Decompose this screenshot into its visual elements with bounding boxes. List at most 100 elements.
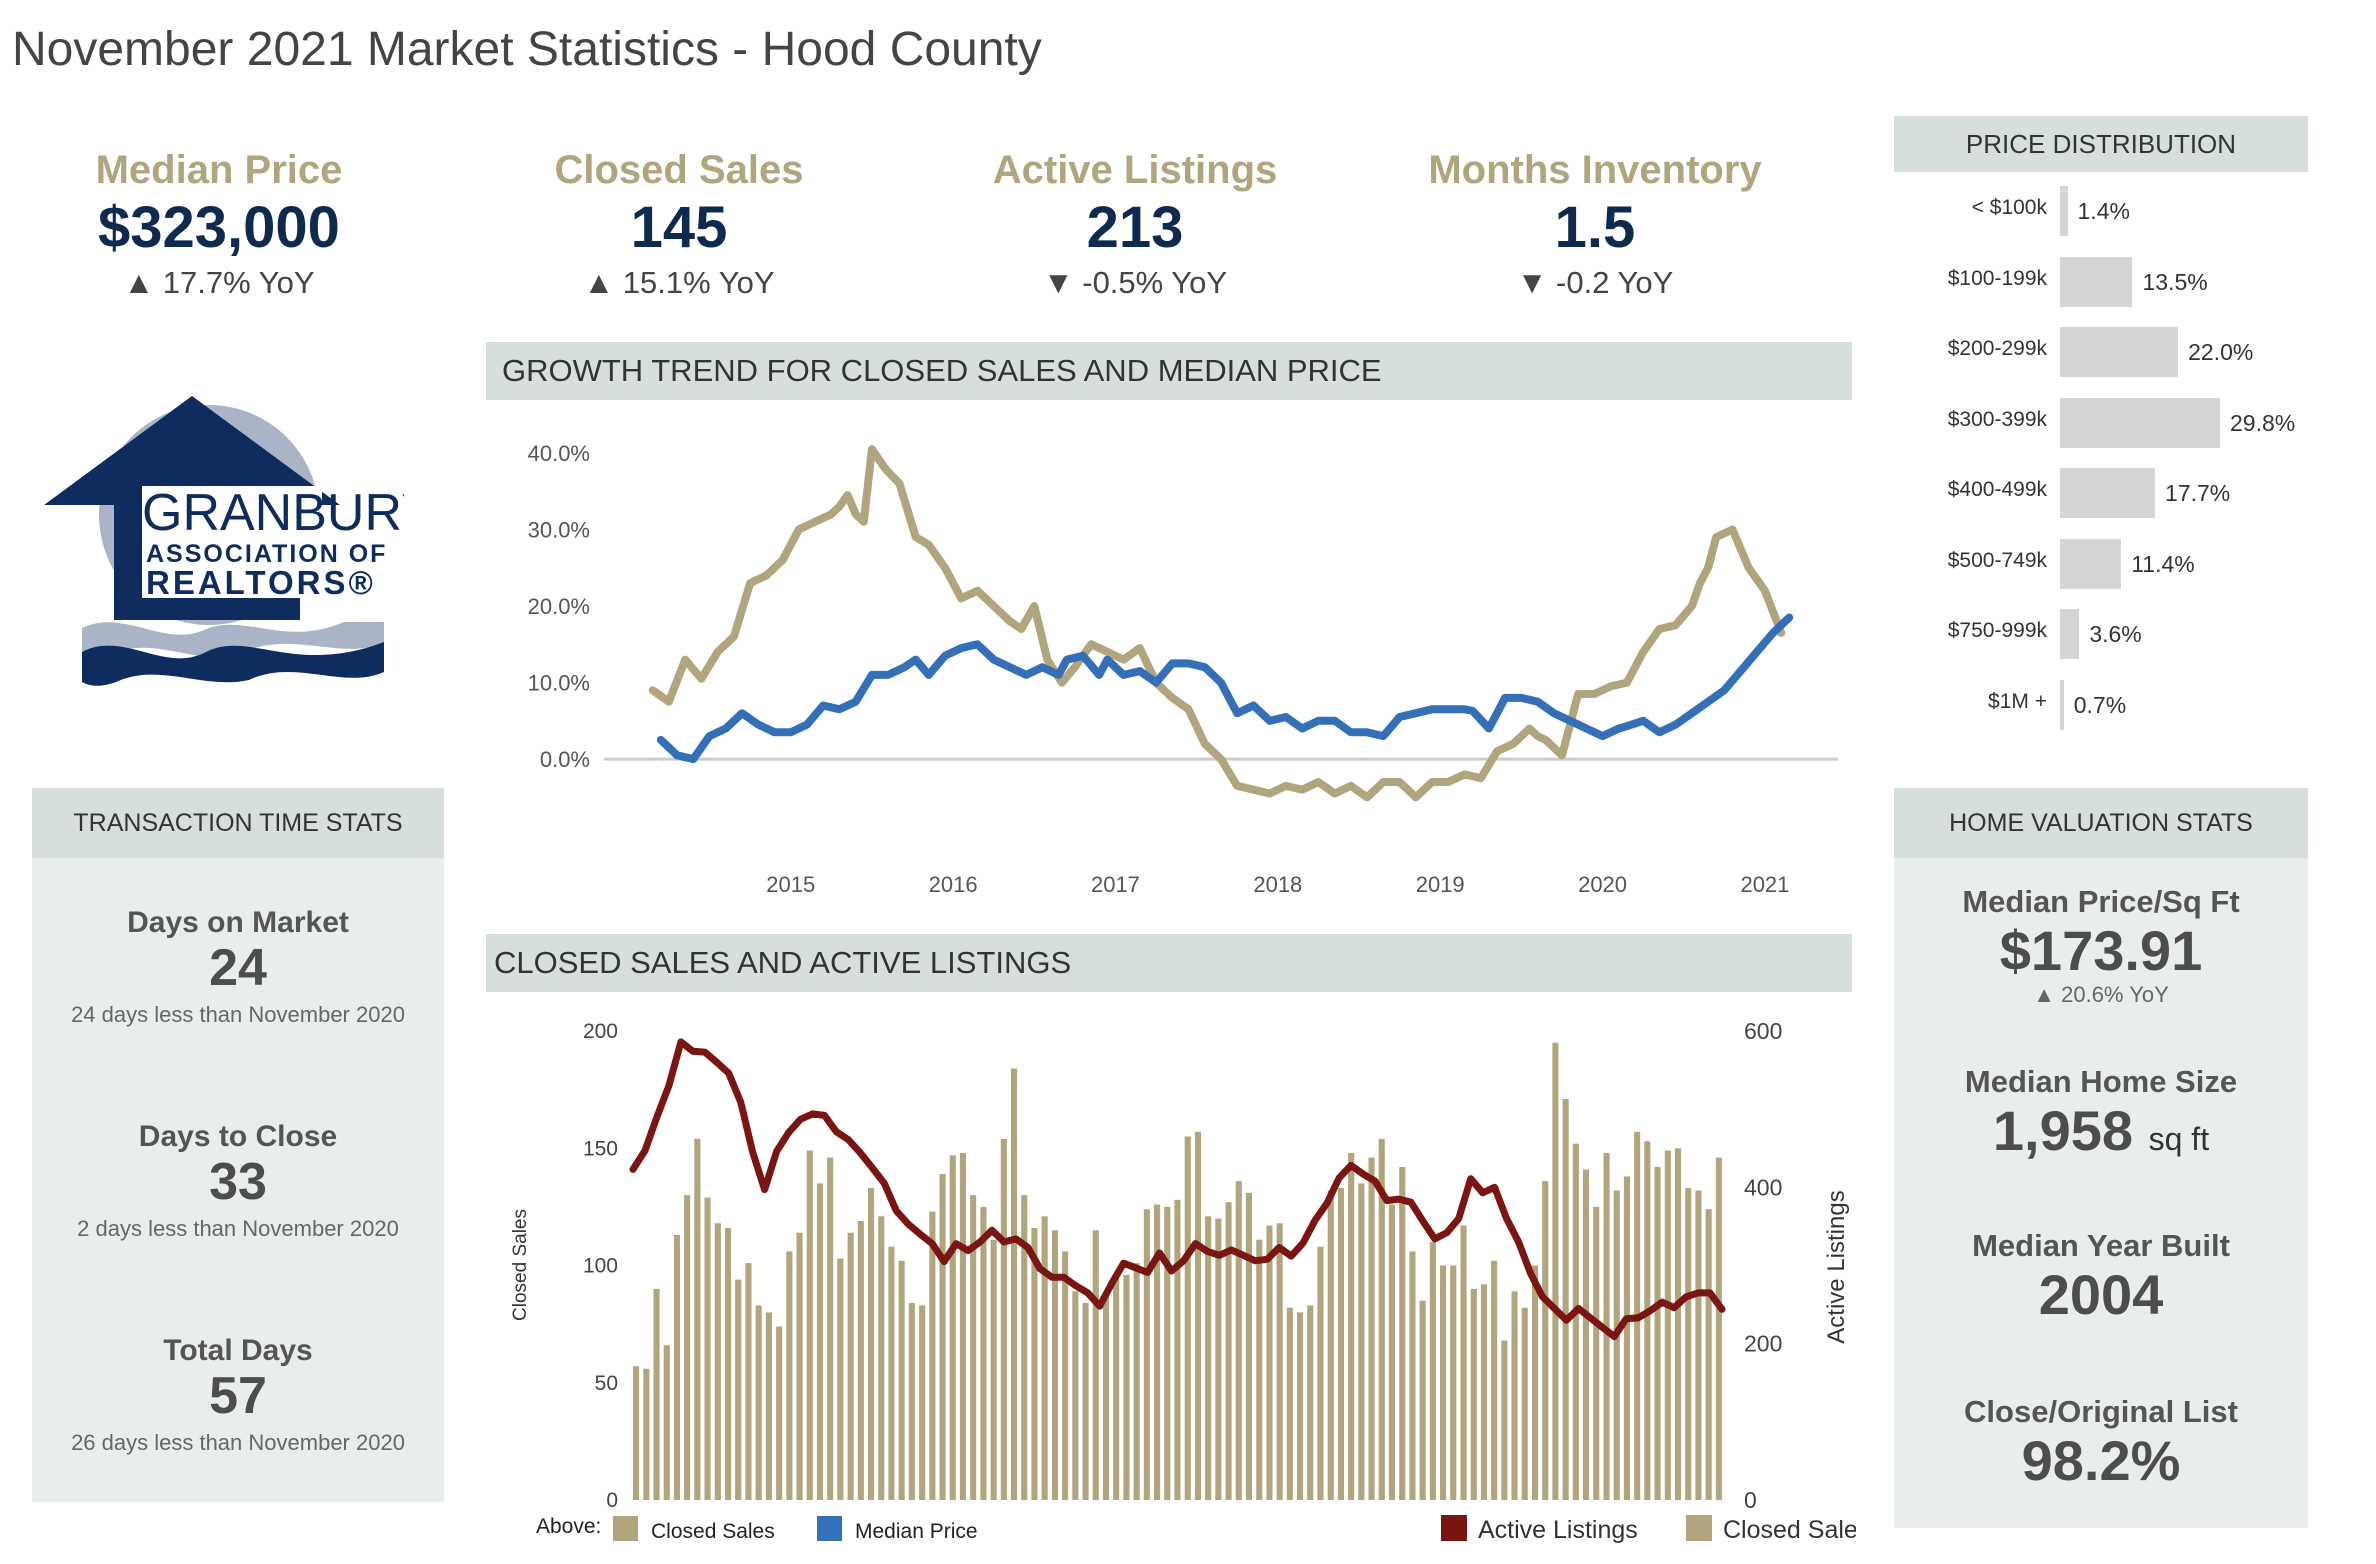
price-distribution-row: < $100k 1.4%	[1900, 186, 2320, 236]
stat-value: 57	[209, 1367, 267, 1425]
closed-sales-bar	[929, 1211, 936, 1500]
closed-sales-bar	[1705, 1209, 1712, 1500]
closed-sales-bar	[1664, 1150, 1671, 1500]
stat-change: ▲ 20.6% YoY	[2033, 982, 2169, 1007]
closed-sales-bar	[1685, 1188, 1692, 1500]
price-distribution-list: < $100k 1.4% $100-199k 13.5% $200-299k 22.0% $…	[1900, 186, 2320, 746]
total-days-stat: Total Days 57 26 days less than November…	[32, 1334, 444, 1456]
closed-sales-bar	[653, 1288, 660, 1500]
kpi-change: ▼ -0.5% YoY	[1042, 265, 1228, 300]
logo-text-2: ASSOCIATION OF	[146, 540, 387, 568]
closed-sales-bar	[1184, 1136, 1191, 1500]
closed-sales-bar	[959, 1152, 966, 1500]
closed-sales-bar	[704, 1197, 711, 1500]
kpi-label: Closed Sales	[554, 148, 804, 192]
price-range-label: $400-499k	[1947, 478, 2047, 501]
stat-label: Total Days	[163, 1334, 313, 1367]
closed-sales-bar	[1225, 1202, 1232, 1500]
closed-sales-bar	[663, 1345, 670, 1500]
x-tick-label: 2016	[929, 872, 978, 897]
closed-sales-bar	[1491, 1260, 1498, 1500]
active-listings-line	[629, 1038, 1726, 1341]
legend-label: Closed Sales	[651, 1520, 775, 1543]
y2-tick-label: 600	[1744, 1018, 1782, 1044]
closed-sales-bar	[980, 1206, 987, 1500]
price-distribution-row: $300-399k 29.8%	[1900, 397, 2320, 448]
home-valuation-title: HOME VALUATION STATS	[1949, 809, 2253, 837]
closed-sales-bar	[1440, 1265, 1447, 1500]
closed-sales-bar	[1450, 1265, 1457, 1500]
y-tick-label: 10.0%	[528, 671, 590, 696]
kpi-label: Months Inventory	[1428, 148, 1762, 192]
price-range-label: $1M +	[1988, 689, 2047, 713]
closed-sales-bar	[694, 1138, 701, 1500]
stat-value: $173.91	[1999, 919, 2203, 982]
closed-sales-bar	[765, 1312, 772, 1500]
closed-sales-bar	[1654, 1167, 1661, 1500]
home-valuation-header: HOME VALUATION STATS	[1894, 788, 2308, 858]
y-tick-label: 0	[606, 1489, 618, 1512]
closed-sales-bar	[1501, 1340, 1508, 1500]
price-range-value: 11.4%	[2131, 550, 2195, 577]
closed-sales-bar	[939, 1174, 946, 1500]
price-range-value: 1.4%	[2077, 198, 2130, 224]
closed-sales-bar	[1337, 1188, 1344, 1500]
stat-label: Median Price/Sq Ft	[1962, 884, 2240, 919]
closed-sales-bar	[1266, 1225, 1273, 1500]
price-range-value: 29.8%	[2230, 409, 2296, 436]
legend-label: Median Price	[855, 1520, 978, 1543]
price-distribution-row: $500-749k 11.4%	[1900, 538, 2320, 589]
closed-sales-bar	[868, 1188, 875, 1500]
closed-sales-bar	[1143, 1209, 1150, 1500]
closed-active-title: CLOSED SALES AND ACTIVE LISTINGS	[494, 945, 1072, 980]
closed-sales-bar	[796, 1232, 803, 1500]
closed-sales-bar	[714, 1223, 721, 1500]
closed-sales-bar	[745, 1263, 752, 1500]
price-range-label: $300-399k	[1947, 407, 2047, 431]
closed-sales-bar	[888, 1246, 895, 1500]
kpi-value: $323,000	[98, 195, 340, 260]
x-tick-label: 2017	[1091, 872, 1140, 897]
closed-sales-bar	[725, 1228, 732, 1500]
closed-sales-bar	[684, 1195, 691, 1500]
closed-sales-bar	[1511, 1291, 1518, 1500]
stat-value: 1,958	[1992, 1099, 2134, 1162]
transaction-time-title: TRANSACTION TIME STATS	[73, 809, 403, 837]
stat-note: 2 days less than November 2020	[77, 1216, 399, 1241]
closed-sales-bar	[1113, 1277, 1120, 1500]
price-range-label: $200-299k	[1947, 337, 2047, 360]
year-built-stat: Median Year Built 2004	[1894, 1228, 2308, 1326]
closed-sales-bar	[878, 1216, 885, 1500]
closed-sales-bar	[1470, 1288, 1477, 1500]
stat-label: Days to Close	[138, 1120, 338, 1153]
closed-sales-bar	[1011, 1068, 1018, 1500]
closed-sales-bar	[755, 1305, 762, 1500]
days-on-market-stat: Days on Market 24 24 days less than Nove…	[32, 906, 444, 1028]
price-range-bar	[2060, 468, 2156, 518]
stat-value: 33	[209, 1153, 267, 1211]
y-tick-label: 0.0%	[540, 747, 590, 772]
y2-tick-label: 200	[1744, 1331, 1782, 1357]
stat-label: Close/Original List	[1964, 1394, 2238, 1429]
price-range-bar	[2060, 538, 2122, 589]
y-tick-label: 20.0%	[528, 594, 590, 619]
closed-sales-bar	[1297, 1312, 1304, 1500]
kpi-median-price: Median Price $323,000 ▲ 17.7% YoY	[4, 148, 434, 301]
closed-sales-bar	[1000, 1138, 1007, 1500]
closed-active-chart: 0 50 100 150 200 0 200 400 600 Closed Sales Active…	[510, 1018, 1856, 1544]
y-tick-label: 40.0%	[528, 441, 590, 466]
stat-label: Days on Market	[127, 906, 349, 939]
stat-value: 2004	[2038, 1263, 2164, 1326]
stat-label: Median Year Built	[1972, 1228, 2230, 1263]
price-range-bar	[2060, 256, 2133, 307]
logo-wave-icon	[82, 642, 384, 686]
x-tick-label: 2019	[1416, 872, 1465, 897]
home-size-stat: Median Home Size 1,958 sq ft	[1894, 1064, 2308, 1170]
price-range-bar	[2060, 397, 2220, 448]
closed-sales-bar	[1429, 1242, 1436, 1500]
closed-sales-bar	[1521, 1307, 1528, 1500]
price-range-value: 17.7%	[2165, 480, 2231, 506]
price-distribution-title: PRICE DISTRIBUTION	[1965, 129, 2237, 159]
price-distribution-row: $750-999k 3.6%	[1900, 609, 2320, 659]
y-axis-label: Closed Sales	[510, 1209, 531, 1321]
